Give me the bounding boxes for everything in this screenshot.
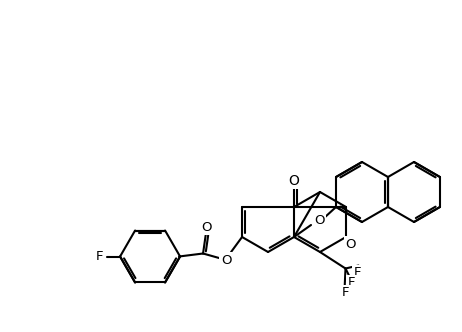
Text: F: F: [342, 286, 349, 299]
Text: O: O: [221, 254, 231, 267]
Text: F: F: [354, 266, 361, 279]
Text: F: F: [95, 250, 103, 263]
Text: O: O: [314, 213, 324, 226]
Text: O: O: [346, 237, 356, 251]
Text: O: O: [201, 221, 211, 234]
Text: F: F: [348, 276, 355, 289]
Text: O: O: [289, 174, 299, 188]
